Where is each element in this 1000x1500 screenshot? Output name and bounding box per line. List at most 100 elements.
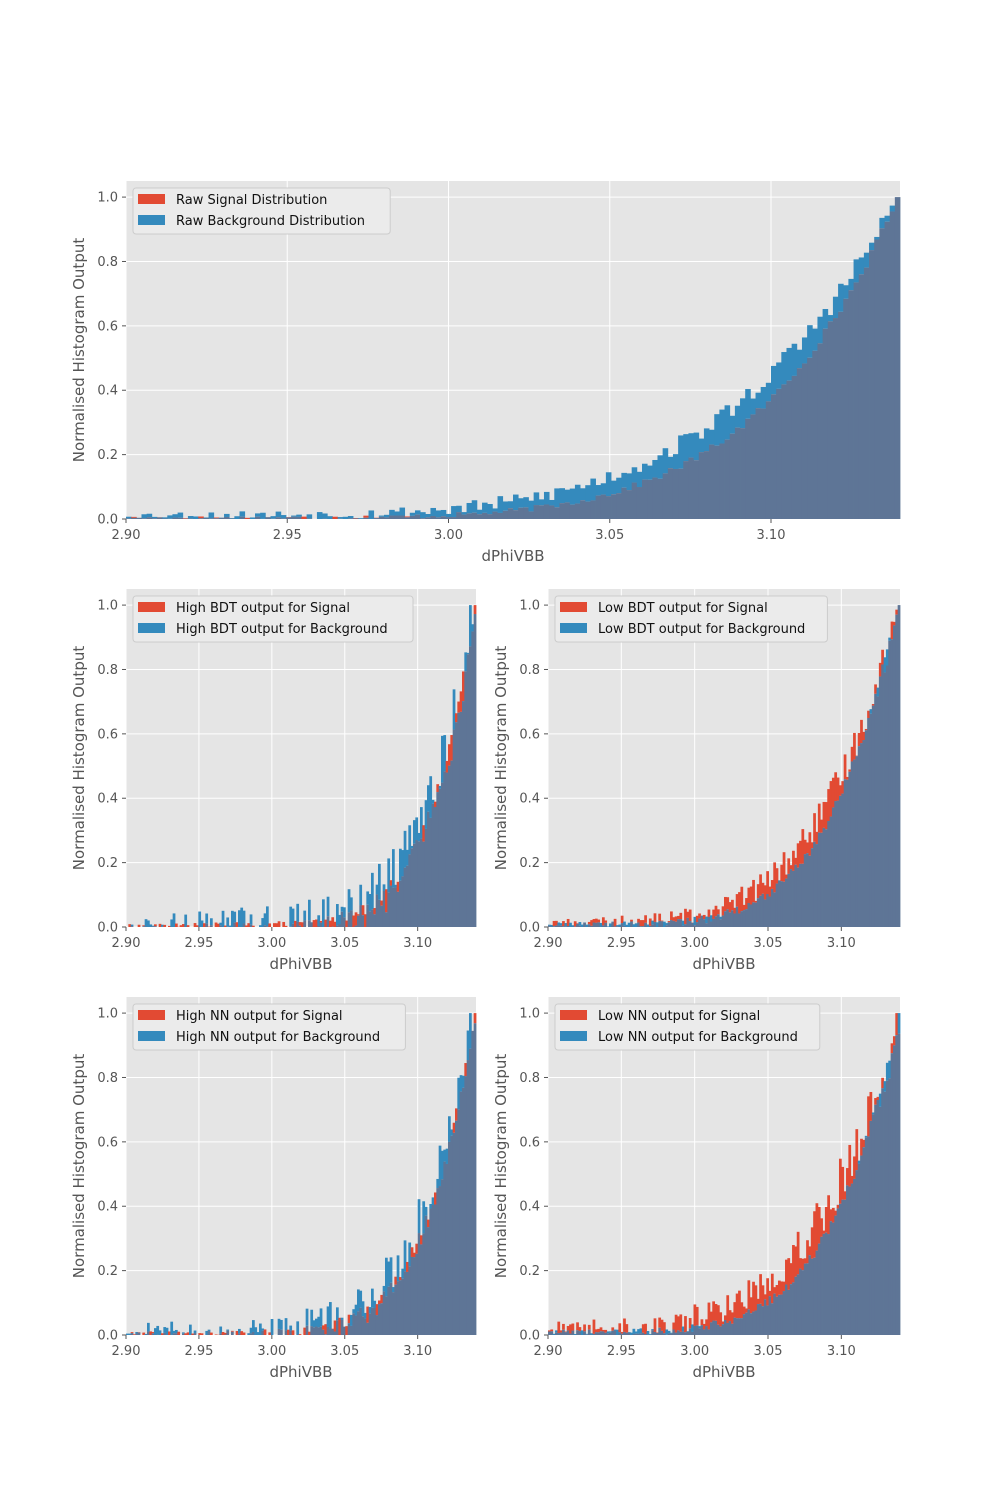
panel-low-bdt-signal-bar xyxy=(747,887,751,903)
panel-high-nn-y-tick-label: 0.8 xyxy=(97,1071,118,1086)
panel-high-bdt-background-bar xyxy=(238,910,241,927)
panel-low-nn-overlap-bar xyxy=(869,1120,873,1335)
panel-raw-overlap-bar xyxy=(848,290,854,519)
panel-low-bdt-overlap-bar xyxy=(716,914,720,927)
panel-low-nn-signal-bar xyxy=(731,1312,734,1324)
panel-raw-background-bar xyxy=(187,516,194,519)
panel-high-bdt-signal-bar xyxy=(186,925,190,927)
panel-high-nn-overlap-bar xyxy=(441,1179,444,1335)
panel-raw-background-bar xyxy=(807,325,813,358)
panel-low-bdt-overlap-bar xyxy=(775,883,779,927)
panel-raw: 2.90 2.95 3.00 3.05 3.10 0.0 0.2 0.4 0.6 0.8 1.0 dP… xyxy=(70,181,901,565)
panel-low-nn-signal-bar xyxy=(754,1285,758,1311)
panel-low-nn-overlap-bar xyxy=(803,1263,807,1335)
panel-high-nn-overlap-bar xyxy=(471,1030,475,1335)
panel-low-bdt-overlap-bar xyxy=(693,925,697,927)
panel-low-nn-signal-bar xyxy=(853,1156,856,1179)
panel-low-nn-signal-bar xyxy=(735,1293,739,1319)
panel-high-nn-y-tick-label: 0.6 xyxy=(97,1135,118,1150)
panel-high-bdt-signal-bar xyxy=(182,924,185,927)
panel-raw-background-bar xyxy=(389,509,395,516)
panel-high-nn-overlap-bar xyxy=(464,1076,468,1335)
panel-low-nn-overlap-bar xyxy=(705,1326,708,1335)
panel-low-nn-overlap-bar xyxy=(571,1330,575,1335)
panel-low-nn-signal-bar xyxy=(792,1245,795,1283)
panel-low-nn-background-bar xyxy=(885,1062,889,1081)
panel-high-bdt-signal-bar xyxy=(275,923,279,927)
panel-low-bdt-signal-bar xyxy=(822,801,826,828)
panel-high-nn-background-bar xyxy=(163,1327,167,1333)
panel-raw-background-bar xyxy=(435,510,442,518)
panel-high-nn-signal-bar xyxy=(210,1332,213,1335)
panel-high-bdt-overlap-bar xyxy=(319,922,323,927)
panel-high-nn-overlap-bar xyxy=(357,1311,360,1335)
panel-raw-overlap-bar xyxy=(373,518,380,519)
panel-high-nn-overlap-bar xyxy=(410,1256,414,1335)
panel-low-nn-legend-label-background: Low NN output for Background xyxy=(598,1030,798,1045)
panel-low-nn-y-tick-label: 0.8 xyxy=(519,1071,540,1086)
panel-low-bdt-overlap-bar xyxy=(862,740,866,927)
panel-raw-background-bar xyxy=(595,485,602,496)
panel-raw-signal-bar xyxy=(198,516,204,519)
panel-raw-overlap-bar xyxy=(662,473,669,519)
panel-low-bdt-overlap-bar xyxy=(667,922,671,927)
panel-raw-background-bar xyxy=(471,500,478,513)
panel-raw-overlap-bar xyxy=(213,518,220,519)
panel-high-bdt-overlap-bar xyxy=(471,631,475,927)
panel-high-nn-background-bar xyxy=(319,1308,323,1327)
panel-low-nn-overlap-bar xyxy=(559,1332,563,1335)
panel-low-bdt-background-bar xyxy=(632,924,636,927)
panel-low-bdt-overlap-bar xyxy=(665,925,669,927)
panel-low-nn-x-tick-label: 2.95 xyxy=(607,1344,636,1359)
panel-low-nn-background-bar xyxy=(878,1093,882,1107)
panel-raw-background-bar xyxy=(636,471,643,488)
panel-high-bdt-background-bar xyxy=(205,913,209,924)
panel-high-bdt-overlap-bar xyxy=(151,926,155,927)
panel-low-bdt-background-bar xyxy=(888,637,892,641)
panel-low-bdt-overlap-bar xyxy=(850,761,854,927)
panel-high-nn-overlap-bar xyxy=(329,1329,332,1335)
panel-high-bdt-signal-bar xyxy=(179,925,183,927)
panel-raw-overlap-bar xyxy=(703,451,710,519)
panel-low-nn-overlap-bar xyxy=(860,1155,863,1335)
panel-high-bdt-background-bar xyxy=(466,652,470,655)
panel-low-nn-signal-bar xyxy=(749,1297,753,1314)
panel-low-bdt-signal-bar xyxy=(792,850,795,871)
panel-raw-background-bar xyxy=(729,415,736,434)
panel-high-nn-overlap-bar xyxy=(312,1327,316,1335)
panel-low-bdt-signal-bar xyxy=(895,609,899,615)
panel-low-bdt-signal-bar xyxy=(735,894,739,907)
panel-low-bdt-overlap-bar xyxy=(616,926,619,927)
panel-high-bdt-overlap-bar xyxy=(361,915,365,927)
panel-low-bdt-signal-bar xyxy=(695,915,699,923)
panel-raw-overlap-bar xyxy=(740,428,746,519)
panel-low-nn-overlap-bar xyxy=(892,1045,896,1335)
panel-low-bdt-overlap-bar xyxy=(630,921,633,927)
panel-raw-y-tick-label: 0.2 xyxy=(97,448,118,463)
panel-high-nn-overlap-bar xyxy=(219,1333,223,1335)
panel-raw-overlap-bar xyxy=(786,380,793,519)
panel-raw-overlap-bar xyxy=(832,318,839,519)
panel-low-nn-signal-bar xyxy=(876,1096,880,1101)
panel-low-bdt-overlap-bar xyxy=(684,924,687,927)
panel-high-bdt-y-tick-label: 0.0 xyxy=(97,921,118,936)
panel-high-nn-overlap-bar xyxy=(289,1330,293,1335)
panel-low-bdt-overlap-bar xyxy=(620,923,624,927)
panel-high-bdt-legend-swatch-background xyxy=(138,623,165,633)
panel-low-nn-signal-bar xyxy=(810,1227,814,1259)
panel-low-nn-signal-bar xyxy=(827,1195,830,1235)
panel-low-bdt-overlap-bar xyxy=(641,926,645,927)
panel-low-bdt-signal-bar xyxy=(766,871,769,895)
panel-low-bdt-signal-bar xyxy=(698,913,701,919)
panel-low-bdt-overlap-bar xyxy=(789,869,793,927)
panel-low-nn-overlap-bar xyxy=(702,1329,706,1335)
panel-low-nn-overlap-bar xyxy=(698,1328,701,1335)
panel-high-nn-background-bar xyxy=(193,1330,197,1334)
panel-raw-background-bar xyxy=(368,510,375,519)
panel-low-nn-overlap-bar xyxy=(766,1305,769,1335)
panel-raw-background-bar xyxy=(394,511,400,516)
panel-low-nn-overlap-bar xyxy=(777,1294,781,1335)
panel-low-nn-overlap-bar xyxy=(578,1331,582,1335)
panel-low-bdt-overlap-bar xyxy=(878,676,882,927)
panel-low-bdt-overlap-bar xyxy=(822,827,826,927)
